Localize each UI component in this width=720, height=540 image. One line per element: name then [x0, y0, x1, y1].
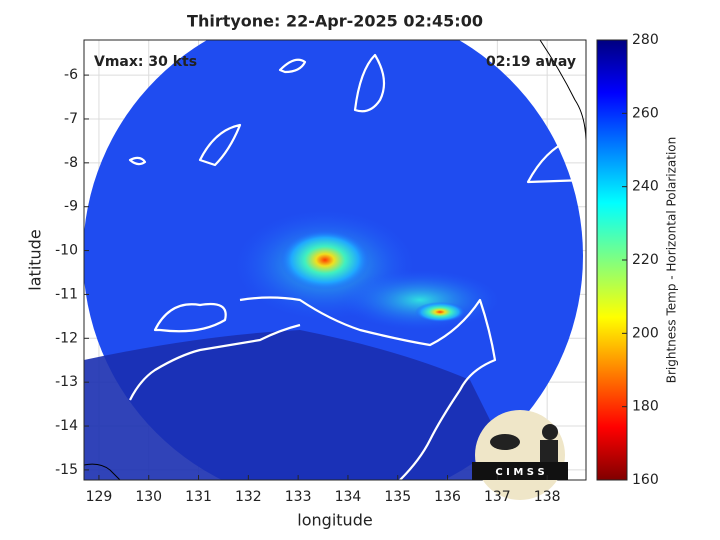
- plot-frame: [83, 39, 587, 481]
- coastline: [83, 463, 121, 481]
- colorbar-tick-label: 180: [632, 399, 659, 415]
- colorbar-tick-label: 220: [632, 252, 659, 268]
- colorbar-label: Brightness Temp - Horizontal Polarizatio…: [665, 137, 679, 384]
- colorbar-tick-label: 240: [632, 179, 659, 195]
- y-axis-label: latitude: [26, 229, 45, 290]
- y-tick-label: -11: [55, 286, 78, 302]
- y-tick-label: -7: [64, 111, 78, 127]
- y-tick-label: -14: [55, 418, 78, 434]
- colorbar-tick-label: 280: [632, 32, 659, 48]
- colorbar-tick-label: 260: [632, 105, 659, 121]
- title: Thirtyone: 22-Apr-2025 02:45:00: [187, 12, 483, 31]
- x-tick-label: 129: [86, 489, 113, 505]
- y-tick-label: -9: [64, 199, 78, 215]
- x-tick-label: 137: [484, 489, 511, 505]
- colorbar-tick-label: 160: [632, 472, 659, 488]
- logo: C I M S S: [472, 410, 568, 500]
- y-tick-label: -8: [64, 155, 78, 171]
- x-axis-label: longitude: [297, 511, 372, 530]
- annotation: Vmax: 30 kts: [94, 54, 197, 70]
- x-tick-label: 136: [434, 489, 461, 505]
- colorbar-tick-label: 200: [632, 325, 659, 341]
- axes: 129 130 131 132 133 134 135 136 137 138 -15 -14 -13 -…: [55, 32, 659, 505]
- annotation: 02:19 away: [486, 54, 576, 70]
- x-tick-label: 132: [235, 489, 262, 505]
- y-tick-label: -13: [55, 374, 78, 390]
- coastline: [539, 39, 587, 141]
- swath: [84, 40, 586, 480]
- x-tick-label: 131: [185, 489, 212, 505]
- y-tick-label: -6: [64, 67, 78, 83]
- x-tick-label: 130: [135, 489, 162, 505]
- x-tick-label: 138: [534, 489, 561, 505]
- x-tick-label: 134: [335, 489, 362, 505]
- y-tick-label: -15: [55, 462, 78, 478]
- x-tick-label: 133: [285, 489, 312, 505]
- x-tick-label: 135: [384, 489, 411, 505]
- y-tick-label: -12: [55, 330, 78, 346]
- logo-text: C I M S S: [495, 467, 544, 478]
- y-tick-label: -10: [55, 243, 78, 259]
